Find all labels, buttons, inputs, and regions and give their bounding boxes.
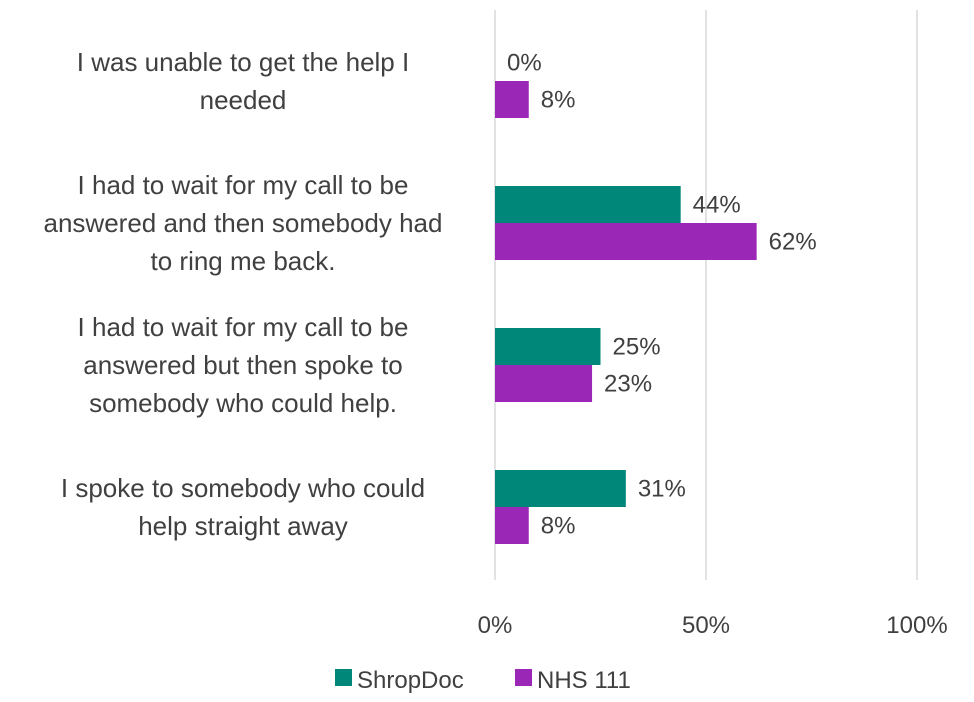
bar-shropdoc-1 — [495, 186, 681, 223]
legend-swatch-nhs-111 — [515, 669, 532, 686]
bar-nhs-111-0 — [495, 81, 529, 118]
category-label-1-line-1: answered and then somebody had — [44, 208, 443, 238]
value-label-shropdoc-1: 44% — [693, 192, 741, 219]
category-labels: I was unable to get the help I needed I ha… — [44, 47, 443, 541]
category-label-3-line-1: help straight away — [138, 511, 348, 541]
value-labels: 0% 8% 44% 62% 25% 23% 31% 8% — [507, 50, 817, 540]
x-tick-label-1: 50% — [682, 612, 730, 639]
legend-swatch-shropdoc — [335, 669, 352, 686]
category-label-0-line-0: I was unable to get the help I — [77, 47, 409, 77]
category-label-1-line-0: I had to wait for my call to be — [78, 170, 409, 200]
bar-shropdoc-2 — [495, 328, 601, 365]
value-label-nhs-111-0: 8% — [541, 87, 576, 114]
value-label-nhs-111-1: 62% — [769, 229, 817, 256]
category-label-1-line-2: to ring me back. — [151, 246, 336, 276]
bar-nhs-111-3 — [495, 507, 529, 544]
category-label-2-line-0: I had to wait for my call to be — [78, 312, 409, 342]
category-label-2-line-2: somebody who could help. — [89, 388, 397, 418]
x-tick-label-0: 0% — [478, 612, 513, 639]
x-axis-ticks: 0% 50% 100% — [478, 612, 948, 639]
category-label-3-line-0: I spoke to somebody who could — [61, 473, 425, 503]
category-label-0-line-1: needed — [200, 85, 287, 115]
value-label-nhs-111-2: 23% — [604, 371, 652, 398]
legend-label-shropdoc: ShropDoc — [357, 667, 464, 694]
bar-shropdoc-3 — [495, 470, 626, 507]
x-tick-label-2: 100% — [886, 612, 947, 639]
bar-nhs-111-1 — [495, 223, 757, 260]
bar-nhs-111-2 — [495, 365, 593, 402]
legend: ShropDoc NHS 111 — [335, 667, 631, 694]
category-label-2-line-1: answered but then spoke to — [83, 350, 402, 380]
legend-label-nhs-111: NHS 111 — [537, 667, 631, 694]
value-label-shropdoc-2: 25% — [613, 334, 661, 361]
value-label-nhs-111-3: 8% — [541, 513, 576, 540]
value-label-shropdoc-0: 0% — [507, 50, 542, 77]
bars — [495, 81, 757, 544]
value-label-shropdoc-3: 31% — [638, 476, 686, 503]
